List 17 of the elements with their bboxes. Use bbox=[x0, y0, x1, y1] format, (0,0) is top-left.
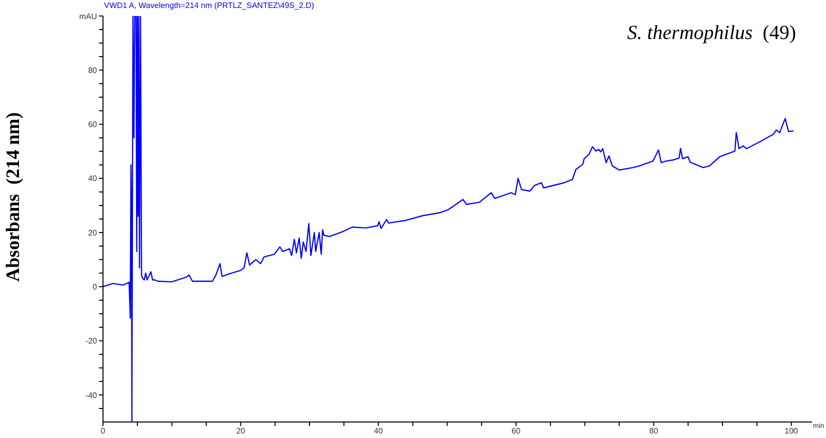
x-tick-label: 80 bbox=[649, 426, 659, 436]
y-tick-label: 80 bbox=[88, 66, 98, 75]
y-tick-label: -20 bbox=[85, 336, 98, 346]
x-tick-label: 100 bbox=[784, 426, 799, 436]
y-tick-label: 20 bbox=[88, 228, 98, 238]
annotation: S. thermophilus (49) bbox=[627, 22, 796, 44]
y-tick-label: mAU bbox=[79, 12, 98, 21]
y-tick-label: 40 bbox=[88, 174, 98, 184]
y-tick-label: 60 bbox=[88, 120, 98, 130]
y-tick-label: 0 bbox=[92, 282, 98, 292]
y-tick-label: -40 bbox=[85, 390, 98, 400]
x-tick-label: 20 bbox=[236, 426, 246, 436]
x-tick-label: 60 bbox=[512, 426, 522, 436]
x-tick-label: 0 bbox=[100, 426, 106, 436]
y-axis-title: Absorbans (214 nm) bbox=[3, 112, 25, 282]
chart-title: VWD1 A, Wavelength=214 nm (PRTLZ_SANTEZ\49S_2.D) bbox=[104, 1, 314, 10]
x-tick-label: 40 bbox=[374, 426, 384, 436]
